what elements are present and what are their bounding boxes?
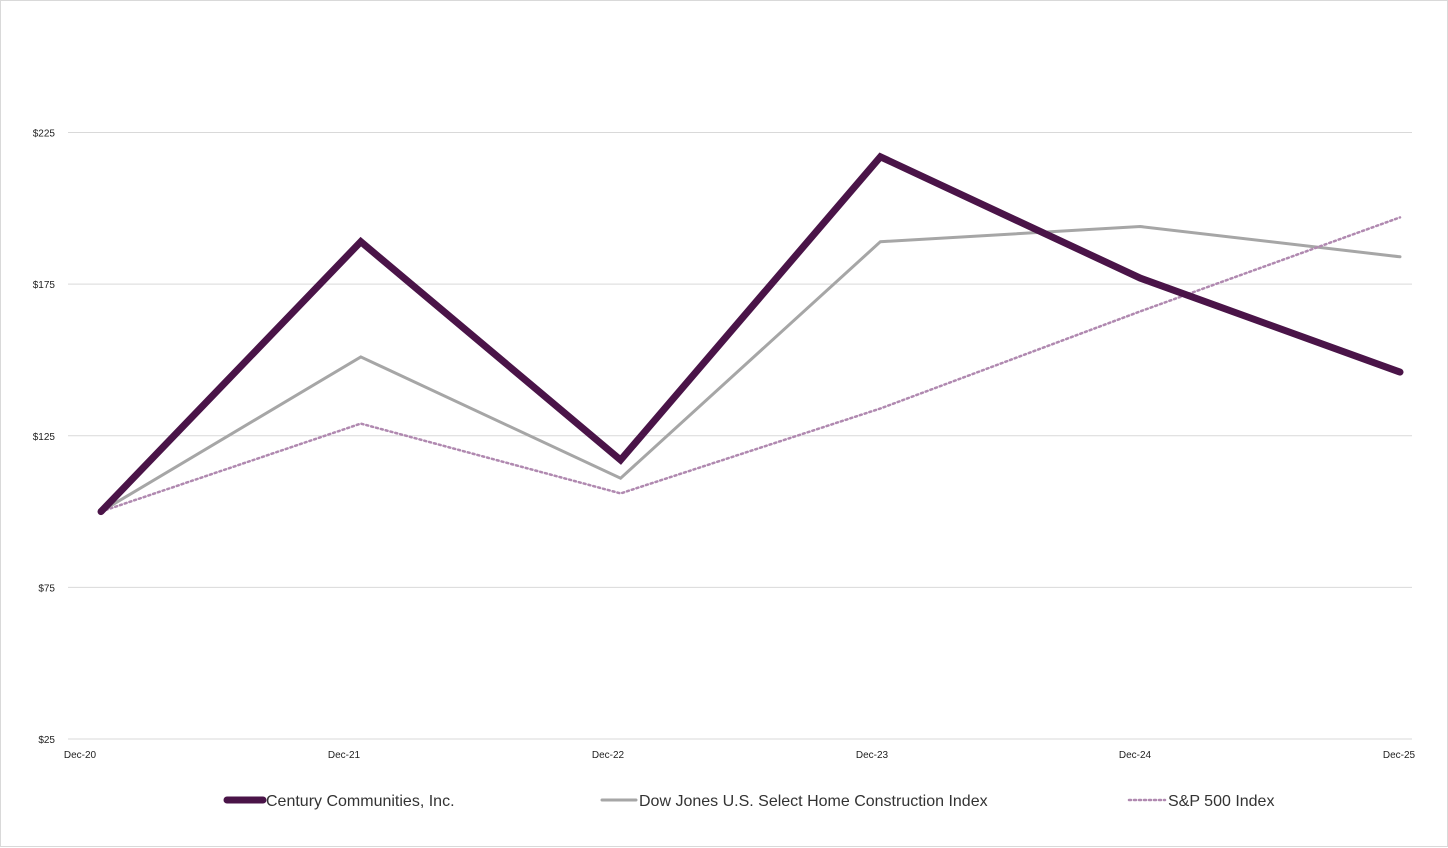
y-tick-label: $25 (38, 735, 55, 746)
y-tick-label: $125 (33, 432, 56, 443)
axes: $25 $75 $125 $175 $225 Dec-20 Dec-21 Dec-22 Dec-… (33, 129, 1416, 762)
y-tick-label: $175 (33, 280, 56, 291)
series-lines (97, 152, 1404, 516)
series-line-0 (97, 152, 1404, 516)
x-tick-label: Dec-22 (592, 750, 625, 761)
gridlines (68, 132, 1412, 588)
legend-label-0: Century Communities, Inc. (266, 793, 455, 810)
y-tick-label: $75 (38, 583, 55, 594)
x-tick-label: Dec-25 (1383, 750, 1416, 761)
series-line-1 (99, 224, 1402, 514)
x-tick-label: Dec-20 (64, 750, 97, 761)
series-line-2 (99, 216, 1402, 513)
legend-label-1: Dow Jones U.S. Select Home Construction … (639, 793, 988, 810)
legend: Century Communities, Inc. Dow Jones U.S. … (223, 793, 1274, 810)
x-tick-label: Dec-21 (328, 750, 361, 761)
legend-label-2: S&P 500 Index (1168, 793, 1274, 810)
x-tick-label: Dec-24 (1119, 750, 1152, 761)
y-tick-label: $225 (33, 129, 56, 140)
x-tick-label: Dec-23 (856, 750, 889, 761)
